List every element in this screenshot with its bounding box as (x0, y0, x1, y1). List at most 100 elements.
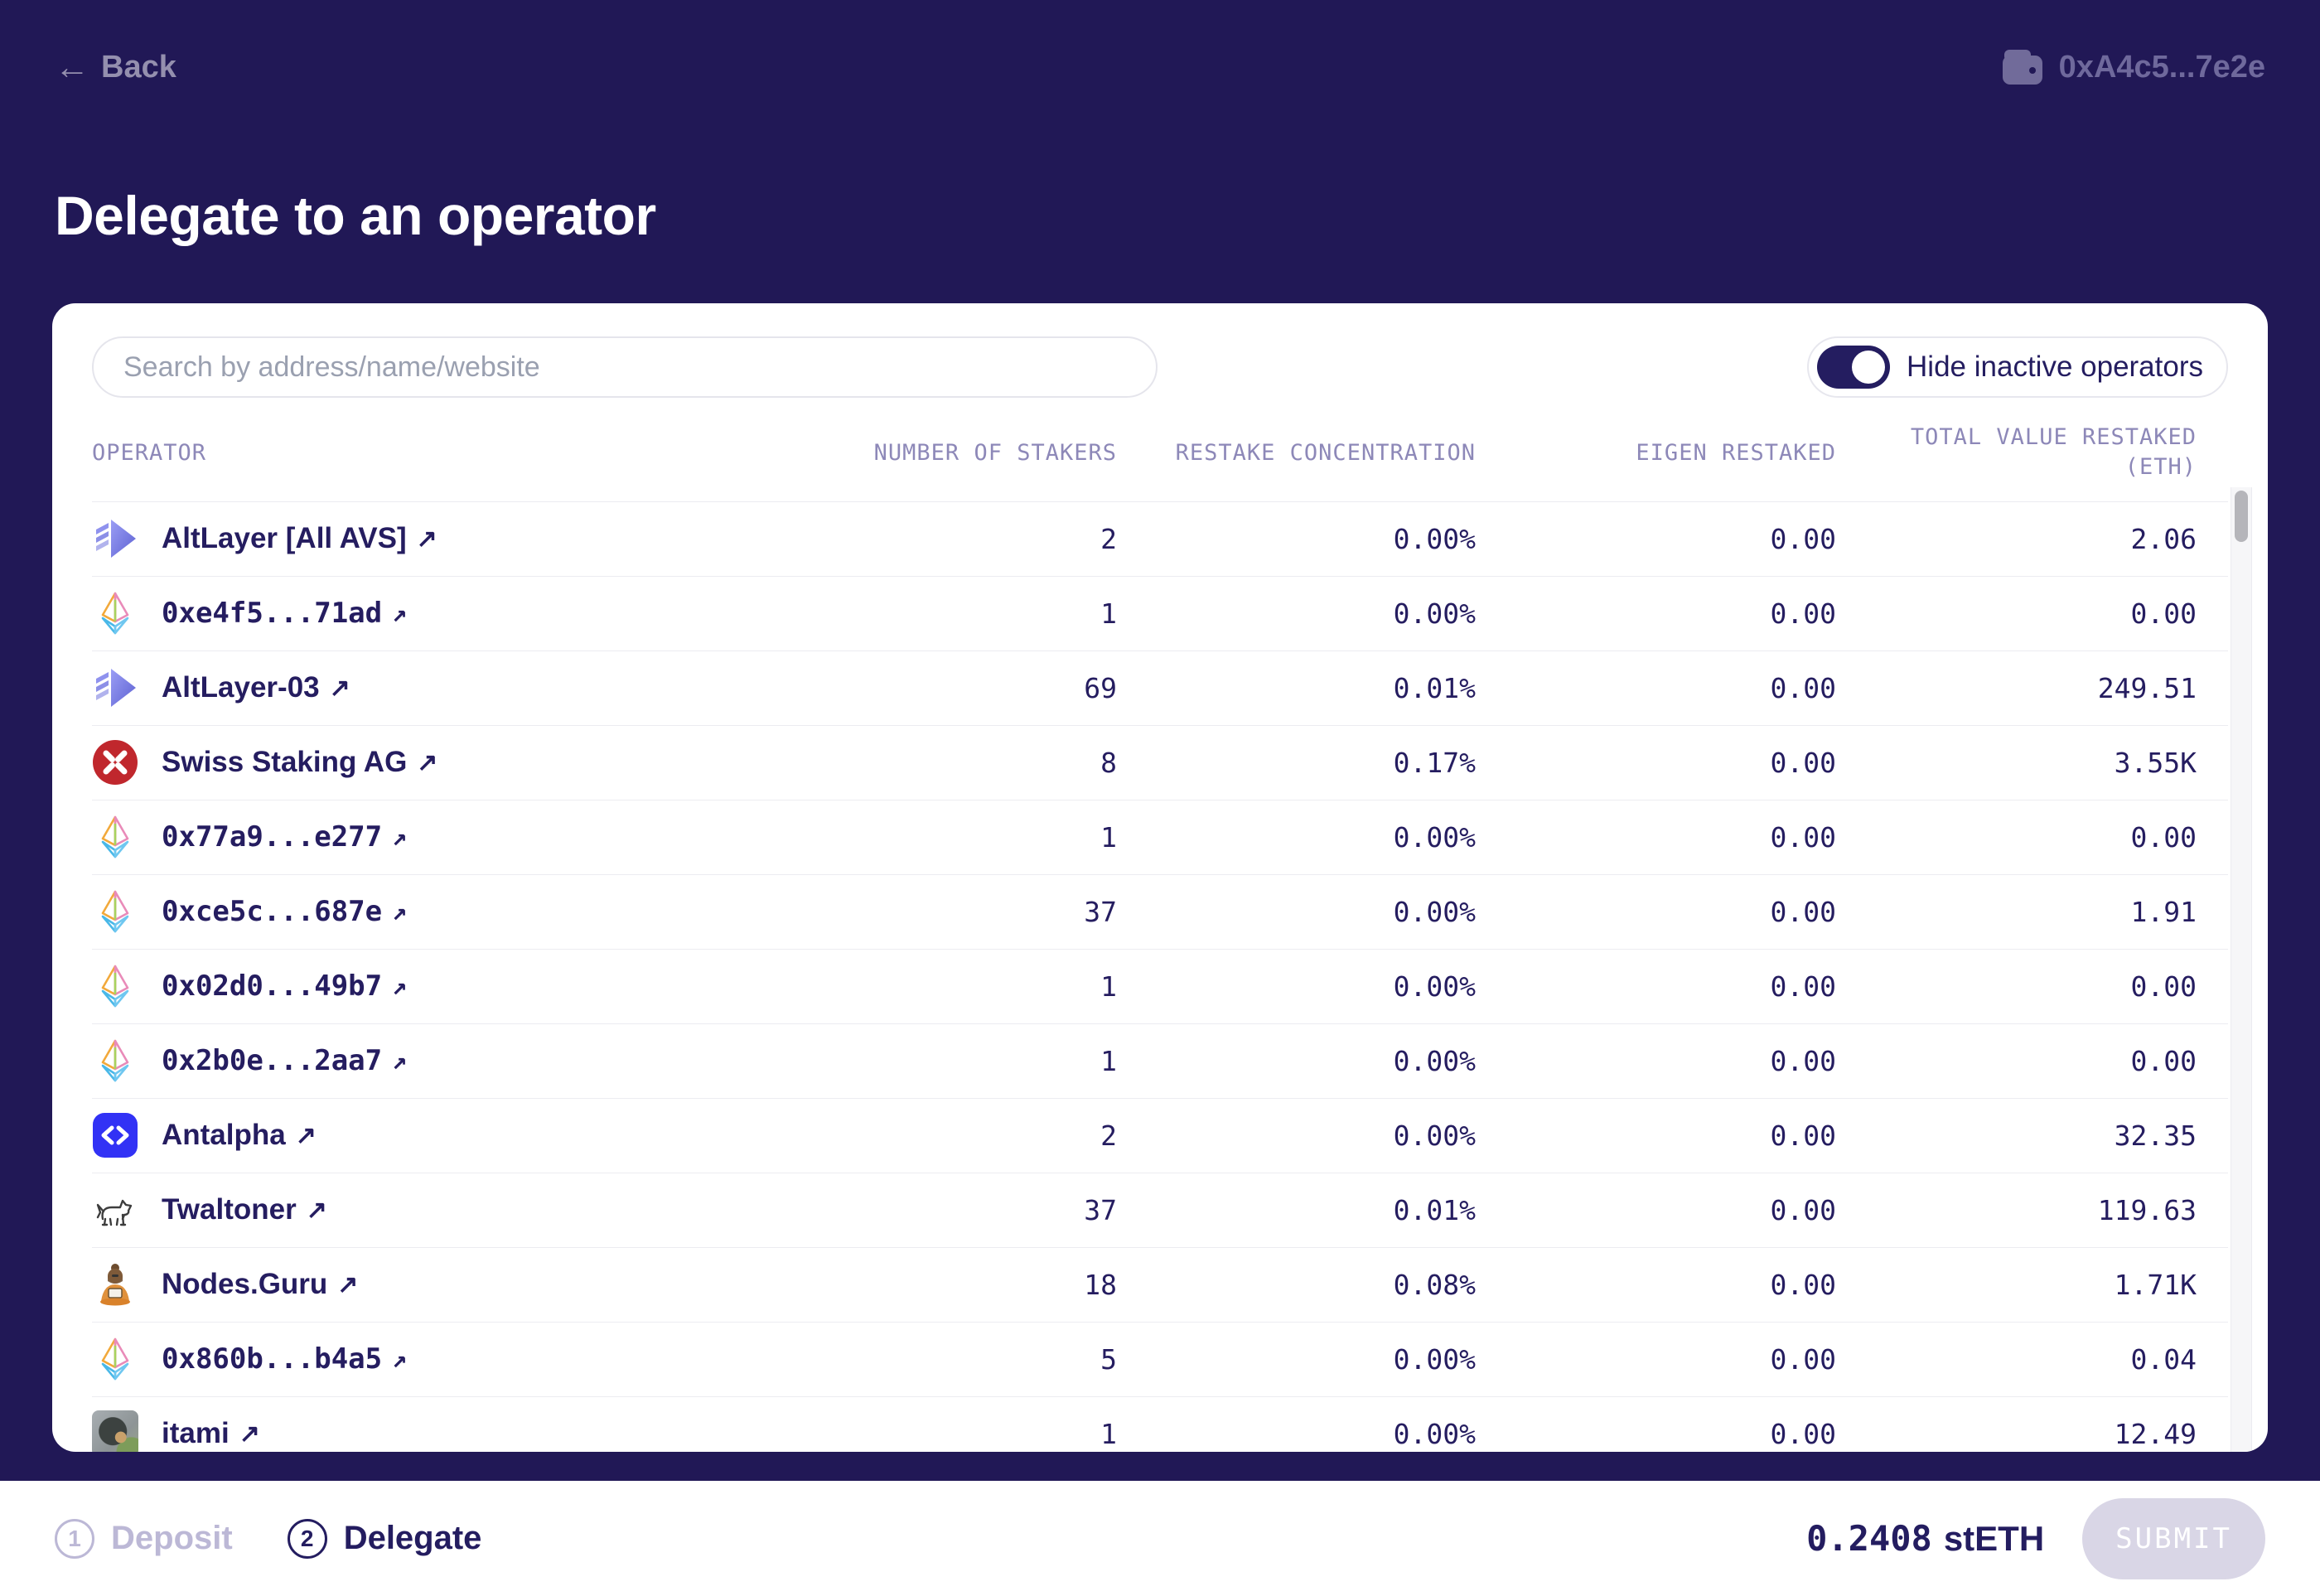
submit-button[interactable]: SUBMIT (2082, 1497, 2265, 1579)
external-link-icon: ↗ (337, 1270, 359, 1299)
total-value: 0.00 (2130, 970, 2197, 1003)
eigen-value: 0.00 (1770, 895, 1836, 928)
operator-table-row[interactable]: 0x77a9...e277 ↗ 1 0.00% 0.00 0.00 (92, 800, 2228, 875)
stakers-value: 69 (1084, 671, 1117, 704)
total-value: 0.00 (2130, 820, 2197, 854)
eigen-value: 0.00 (1770, 1417, 1836, 1450)
top-bar: ← Back 0xA4c5...7e2e (55, 48, 2265, 86)
total-value: 0.00 (2130, 1044, 2197, 1077)
external-link-icon: ↗ (392, 897, 408, 926)
toggle-label: Hide inactive operators (1907, 351, 2203, 383)
external-link-icon: ↗ (239, 1419, 260, 1448)
concentration-value: 0.00% (1393, 522, 1476, 555)
concentration-value: 0.08% (1393, 1268, 1476, 1301)
external-link-icon: ↗ (329, 674, 350, 702)
stakers-value: 37 (1084, 895, 1117, 928)
operator-table-row[interactable]: itami ↗ 1 0.00% 0.00 12.49 (92, 1397, 2228, 1452)
concentration-value: 0.00% (1393, 1044, 1476, 1077)
stakers-value: 1 (1100, 1044, 1117, 1077)
swiss-staking-logo (92, 739, 138, 786)
operator-table-row[interactable]: 0x02d0...49b7 ↗ 1 0.00% 0.00 0.00 (92, 950, 2228, 1024)
column-header-operator: OPERATOR (92, 439, 207, 466)
total-value: 0.00 (2130, 597, 2197, 630)
eth-diamond-icon (92, 963, 138, 1009)
page-title: Delegate to an operator (55, 185, 656, 246)
total-value: 249.51 (2097, 671, 2197, 704)
operator-table-row[interactable]: Antalpha ↗ 2 0.00% 0.00 32.35 (92, 1099, 2228, 1173)
eigen-value: 0.00 (1770, 522, 1836, 555)
wallet-address-button[interactable]: 0xA4c5...7e2e (2001, 48, 2265, 86)
stakers-value: 2 (1100, 522, 1117, 555)
search-input[interactable] (92, 336, 1158, 398)
eigen-value: 0.00 (1770, 820, 1836, 854)
stakers-value: 1 (1100, 970, 1117, 1003)
operator-table-row[interactable]: AltLayer [All AVS] ↗ 2 0.00% 0.00 2.06 (92, 502, 2228, 577)
total-value: 1.71K (2114, 1268, 2197, 1301)
eth-diamond-icon (92, 1037, 138, 1084)
concentration-value: 0.00% (1393, 1417, 1476, 1450)
eth-diamond-icon (92, 590, 138, 636)
total-value: 0.04 (2130, 1342, 2197, 1376)
operator-table-row[interactable]: Nodes.Guru ↗ 18 0.08% 0.00 1.71K (92, 1248, 2228, 1323)
antalpha-logo (92, 1112, 138, 1158)
footer-bar: 1 Deposit 2 Delegate 0.2408 stETH SUBMIT (0, 1481, 2320, 1596)
operator-table-row[interactable]: 0xce5c...687e ↗ 37 0.00% 0.00 1.91 (92, 875, 2228, 950)
stakers-value: 37 (1084, 1193, 1117, 1226)
operator-table-row[interactable]: 0xe4f5...71ad ↗ 1 0.00% 0.00 0.00 (92, 577, 2228, 651)
eigen-value: 0.00 (1770, 671, 1836, 704)
column-header-stakers: NUMBER OF STAKERS (873, 439, 1117, 466)
stakers-value: 2 (1100, 1119, 1117, 1152)
step-deposit[interactable]: 1 Deposit (55, 1518, 233, 1559)
external-link-icon: ↗ (392, 598, 408, 628)
dog-logo (92, 1187, 138, 1233)
hide-inactive-toggle[interactable]: Hide inactive operators (1807, 336, 2228, 398)
eth-diamond-icon (92, 888, 138, 935)
external-link-icon: ↗ (392, 1046, 408, 1076)
scrollbar-thumb[interactable] (2235, 491, 2248, 542)
table-header-row: OPERATOR NUMBER OF STAKERS RESTAKE CONCE… (92, 398, 2228, 502)
external-link-icon: ↗ (416, 525, 437, 553)
concentration-value: 0.00% (1393, 820, 1476, 854)
altlayer-logo (92, 515, 138, 562)
eth-diamond-icon (92, 814, 138, 860)
stakers-value: 18 (1084, 1268, 1117, 1301)
eigen-value: 0.00 (1770, 1268, 1836, 1301)
operator-table-row[interactable]: 0x860b...b4a5 ↗ 5 0.00% 0.00 0.04 (92, 1323, 2228, 1397)
altlayer-logo (92, 665, 138, 711)
itami-avatar (92, 1410, 138, 1452)
back-button[interactable]: ← Back (55, 50, 176, 85)
table-scrollbar[interactable] (2231, 487, 2252, 1452)
toggle-switch-icon[interactable] (1817, 346, 1891, 389)
eigen-value: 0.00 (1770, 746, 1836, 779)
operator-table-row[interactable]: Swiss Staking AG ↗ 8 0.17% 0.00 3.55K (92, 726, 2228, 800)
concentration-value: 0.00% (1393, 970, 1476, 1003)
stakers-value: 5 (1100, 1342, 1117, 1376)
concentration-value: 0.00% (1393, 895, 1476, 928)
eigen-value: 0.00 (1770, 1342, 1836, 1376)
back-label: Back (101, 49, 176, 85)
operator-table-row[interactable]: Twaltoner ↗ 37 0.01% 0.00 119.63 (92, 1173, 2228, 1248)
wallet-icon (2001, 48, 2044, 86)
concentration-value: 0.17% (1393, 746, 1476, 779)
concentration-value: 0.00% (1393, 1119, 1476, 1152)
operator-table-row[interactable]: 0x2b0e...2aa7 ↗ 1 0.00% 0.00 0.00 (92, 1024, 2228, 1099)
eigen-value: 0.00 (1770, 597, 1836, 630)
column-header-total: TOTAL VALUE RESTAKED (ETH) (1910, 424, 2197, 481)
total-value: 2.06 (2130, 522, 2197, 555)
total-value: 32.35 (2114, 1119, 2197, 1152)
wallet-address: 0xA4c5...7e2e (2058, 49, 2265, 85)
eigen-value: 0.00 (1770, 1044, 1836, 1077)
external-link-icon: ↗ (417, 748, 438, 776)
total-value: 119.63 (2097, 1193, 2197, 1226)
table-controls: Hide inactive operators (92, 336, 2228, 398)
eth-diamond-icon (92, 1336, 138, 1382)
total-value: 12.49 (2114, 1417, 2197, 1450)
concentration-value: 0.01% (1393, 1193, 1476, 1226)
step-indicator: 1 Deposit 2 Delegate (55, 1518, 481, 1559)
step-delegate[interactable]: 2 Delegate (287, 1518, 481, 1559)
operator-table-row[interactable]: AltLayer-03 ↗ 69 0.01% 0.00 249.51 (92, 651, 2228, 726)
concentration-value: 0.01% (1393, 671, 1476, 704)
stakers-value: 1 (1100, 597, 1117, 630)
operator-table-body: AltLayer [All AVS] ↗ 2 0.00% 0.00 2.06 0… (92, 502, 2228, 1452)
column-header-eigen: EIGEN RESTAKED (1636, 439, 1836, 466)
